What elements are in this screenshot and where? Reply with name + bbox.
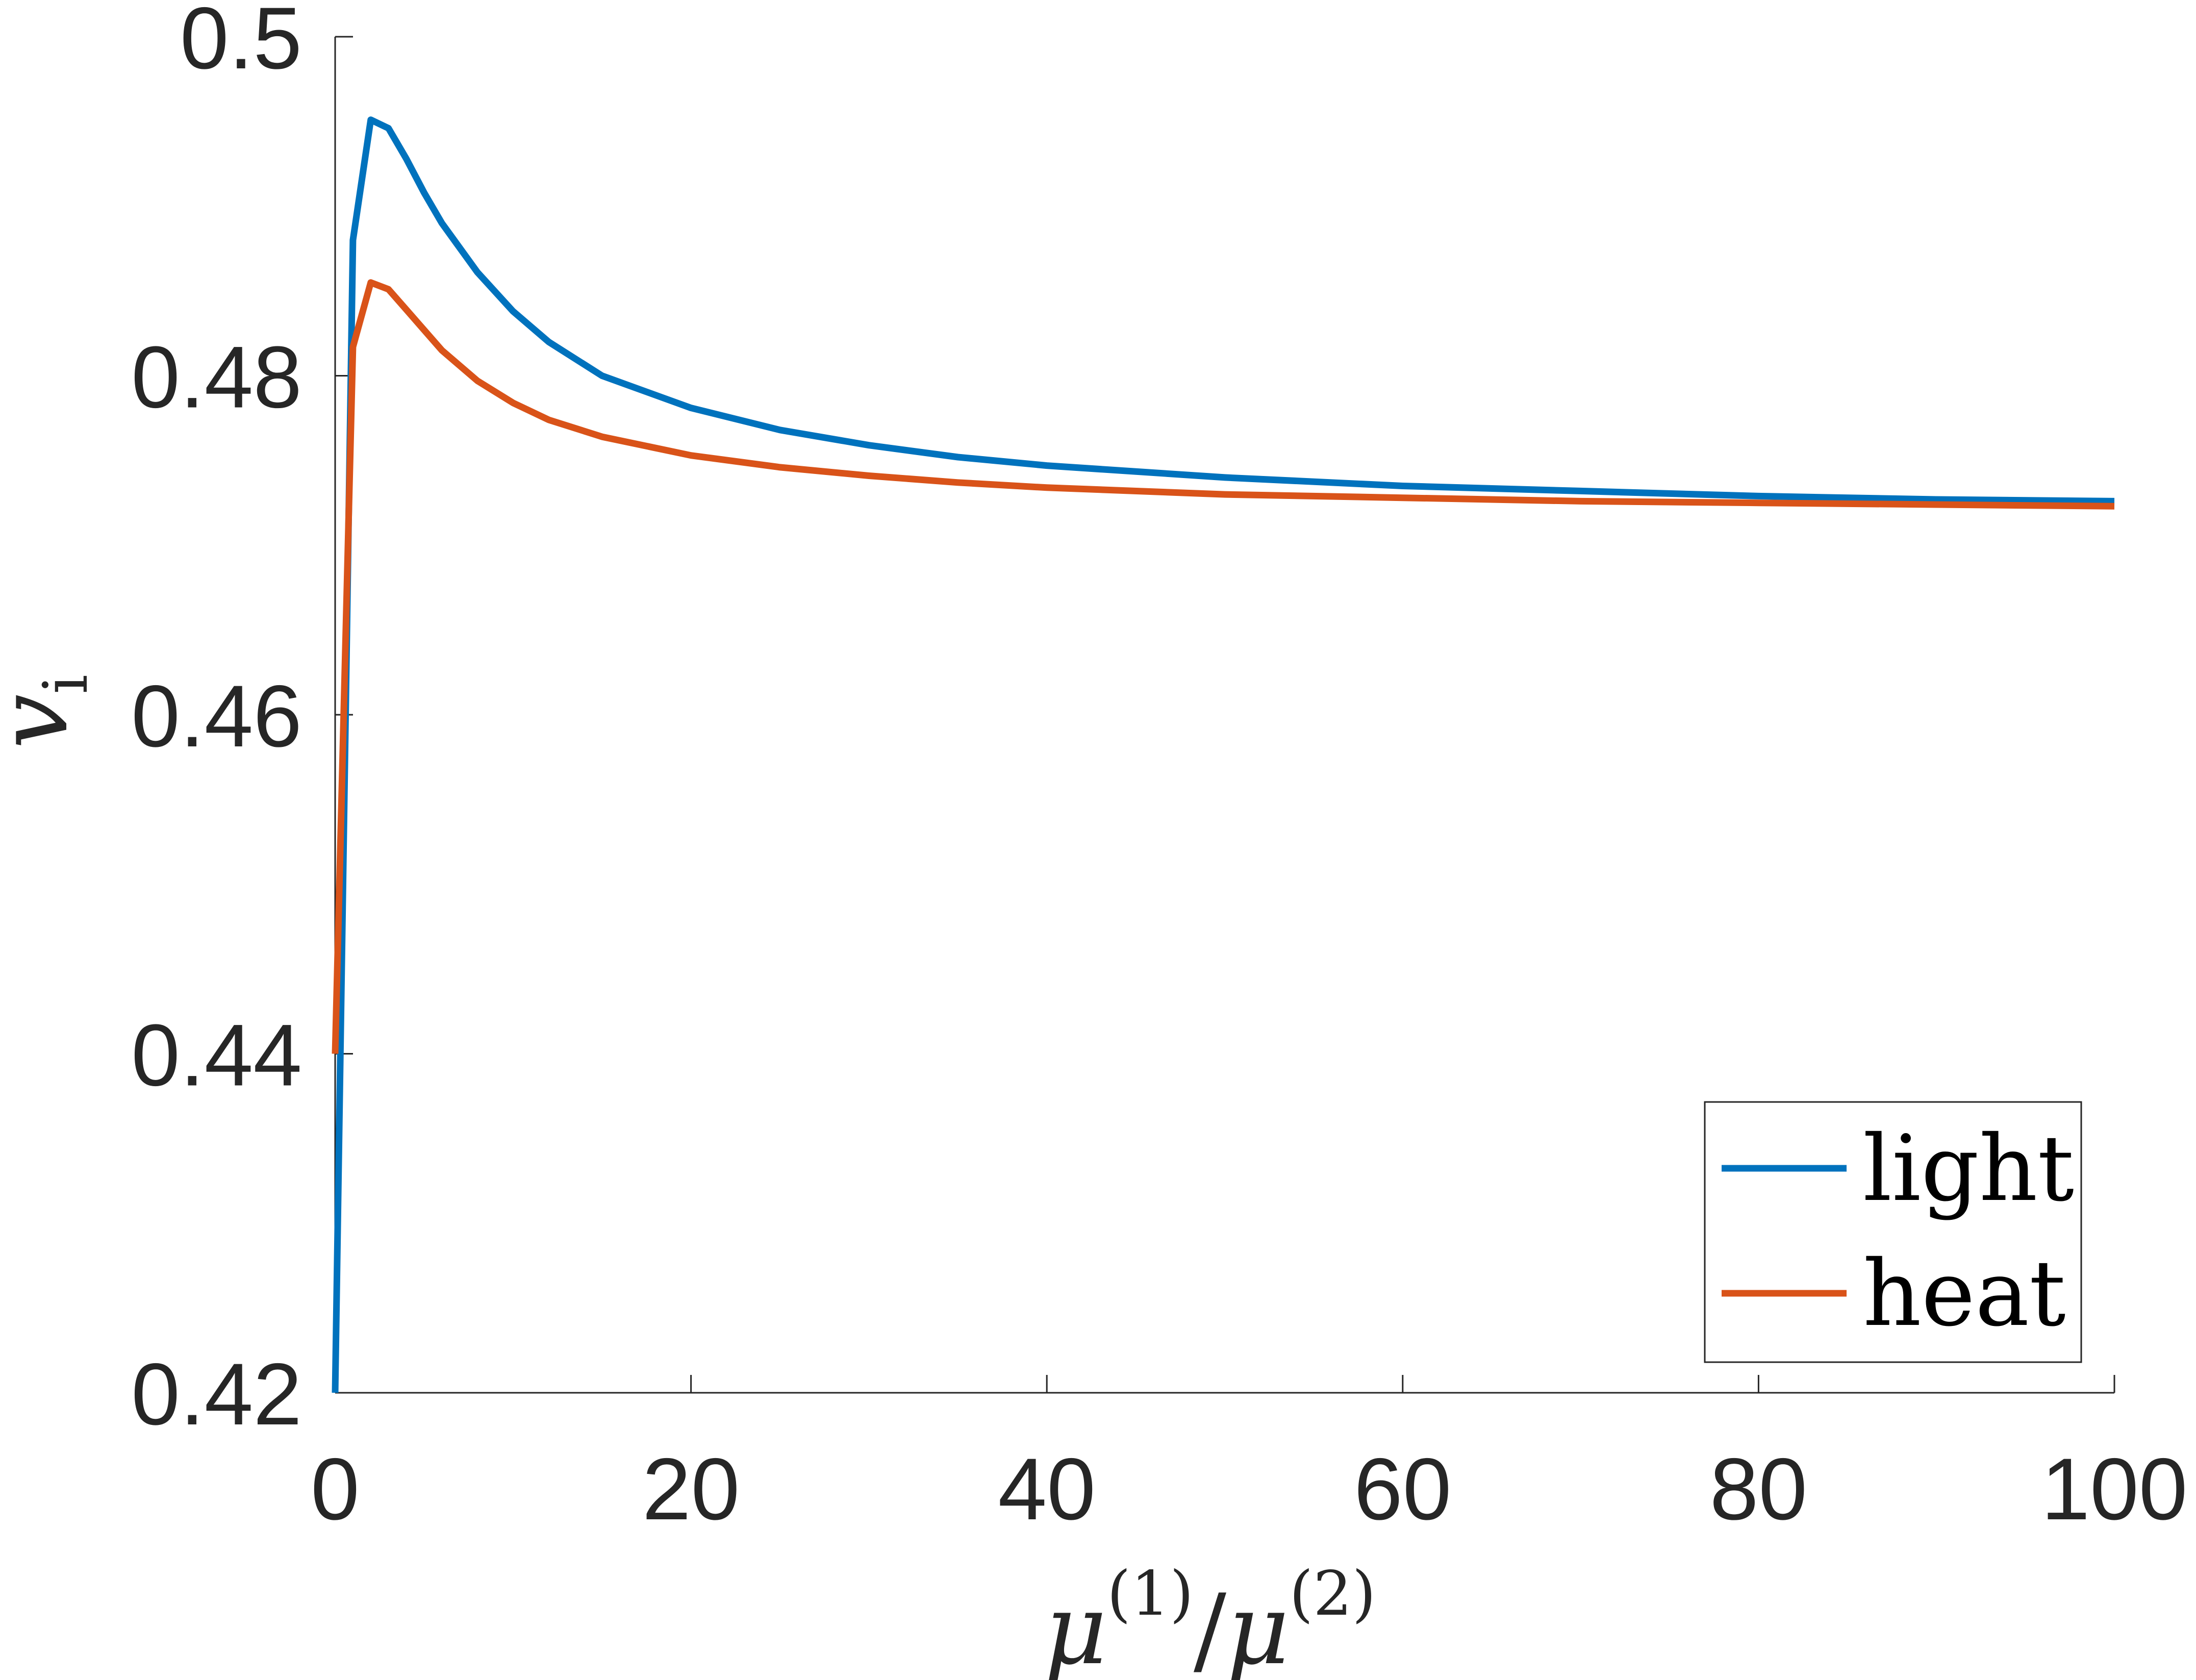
x-label-mu1: μ (1044, 1573, 1107, 1680)
x-label-sup1: (1) (1107, 1559, 1194, 1629)
x-tick-label: 20 (642, 1440, 740, 1538)
y-tick-label: 0.48 (131, 329, 302, 427)
x-tick-label: 40 (998, 1440, 1096, 1538)
y-tick-label: 0.46 (131, 667, 302, 765)
y-tick-label: 0.5 (180, 0, 302, 87)
x-label-slash: / (1194, 1573, 1227, 1680)
series-line-heat (332, 279, 2115, 1054)
x-tick-label: 60 (1354, 1440, 1451, 1538)
x-tick-label: 0 (311, 1440, 360, 1538)
x-tick-label: 100 (2041, 1440, 2188, 1538)
x-axis-ticks: 0 20 40 60 80 100 (311, 1375, 2187, 1538)
y-axis-label: vi (0, 674, 102, 749)
y-axis-ticks: 0.42 0.44 0.46 0.48 0.5 (131, 0, 353, 1443)
legend-box (1704, 1101, 2082, 1363)
legend-label-heat: heat (1863, 1241, 2066, 1346)
y-tick-label: 0.44 (131, 1007, 302, 1105)
x-axis-label: μ(1)/μ(2) (1044, 1559, 1376, 1680)
legend: light heat (1704, 1101, 2082, 1363)
x-tick-label: 80 (1710, 1440, 1807, 1538)
legend-items: light heat (1722, 1116, 2074, 1346)
plot-area: 0 20 40 60 80 100 0.42 0.44 0.46 0.48 0.5 (131, 0, 2187, 1538)
series-lines (332, 116, 2115, 1393)
series-line-light (332, 116, 2115, 1393)
y-label-base: v (0, 694, 89, 749)
x-label-mu2: μ (1226, 1573, 1289, 1680)
x-label-sup2: (2) (1289, 1559, 1376, 1629)
y-label-sub: i (31, 674, 102, 694)
y-tick-label: 0.42 (131, 1345, 302, 1443)
legend-label-light: light (1863, 1116, 2074, 1221)
